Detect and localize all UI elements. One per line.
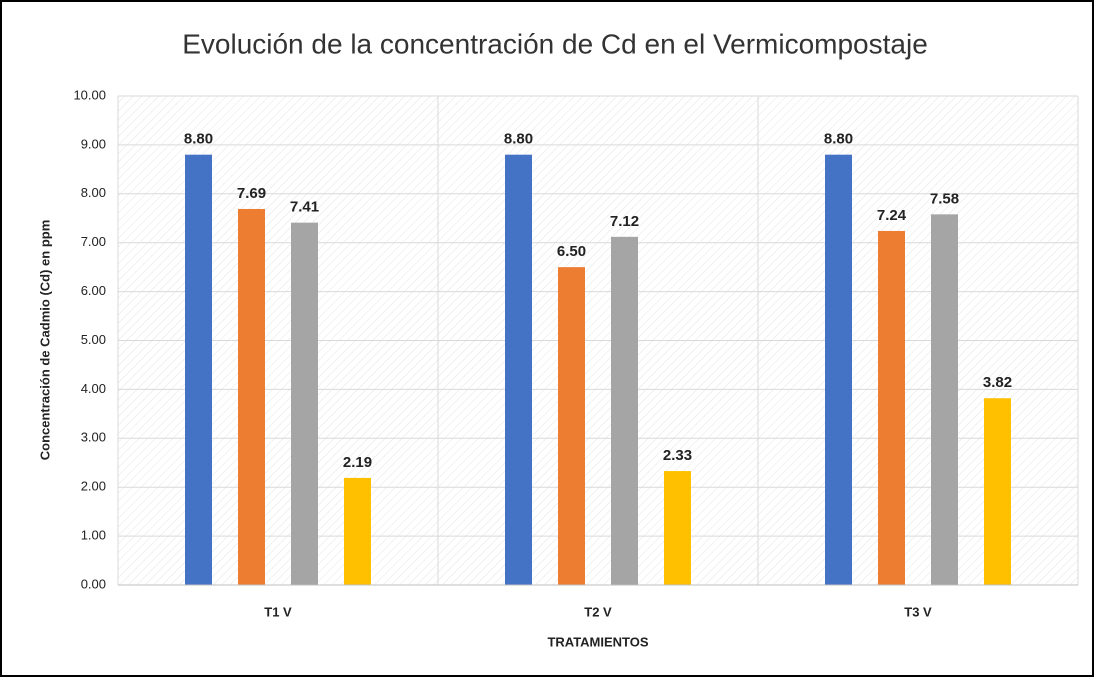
x-tick-label: T2 V (584, 604, 612, 619)
data-label: 8.80 (184, 131, 213, 148)
data-label: 8.80 (824, 131, 853, 148)
data-label: 7.69 (237, 185, 266, 202)
y-tick-label: 9.00 (81, 136, 106, 151)
bar (344, 477, 371, 585)
y-tick-label: 8.00 (81, 185, 106, 200)
bar (185, 154, 212, 585)
data-label: 7.41 (290, 199, 319, 216)
y-tick-label: 6.00 (81, 283, 106, 298)
y-tick-label: 1.00 (81, 528, 106, 543)
x-tick-label: T3 V (904, 604, 932, 619)
y-tick-label: 5.00 (81, 332, 106, 347)
y-tick-label: 4.00 (81, 381, 106, 396)
data-label: 6.50 (557, 243, 586, 260)
y-tick-label: 3.00 (81, 430, 106, 445)
x-tick-label: T1 V (264, 604, 292, 619)
bar (664, 471, 691, 585)
data-label: 3.82 (983, 374, 1012, 391)
bar (825, 154, 852, 585)
data-label: 8.80 (504, 131, 533, 148)
chart-title: Evolución de la concentración de Cd en e… (182, 28, 928, 59)
y-tick-label: 2.00 (81, 479, 106, 494)
bar (291, 222, 318, 585)
bar (931, 214, 958, 585)
bar (238, 208, 265, 586)
data-label: 7.58 (930, 190, 959, 207)
bar (611, 236, 638, 585)
y-tick-label: 7.00 (81, 234, 106, 249)
y-tick-label: 10.00 (73, 87, 106, 102)
data-label: 2.19 (343, 454, 372, 471)
y-tick-label: 0.00 (81, 576, 106, 591)
bar (558, 267, 585, 585)
bar (878, 230, 905, 586)
data-label: 7.24 (877, 207, 907, 224)
bar (505, 154, 532, 585)
bar (984, 398, 1011, 585)
x-axis-label: TRATAMIENTOS (547, 634, 648, 649)
data-label: 2.33 (663, 447, 692, 464)
y-axis-label: Concentración de Cadmio (Cd) en ppm (37, 220, 52, 461)
data-label: 7.12 (610, 213, 639, 230)
